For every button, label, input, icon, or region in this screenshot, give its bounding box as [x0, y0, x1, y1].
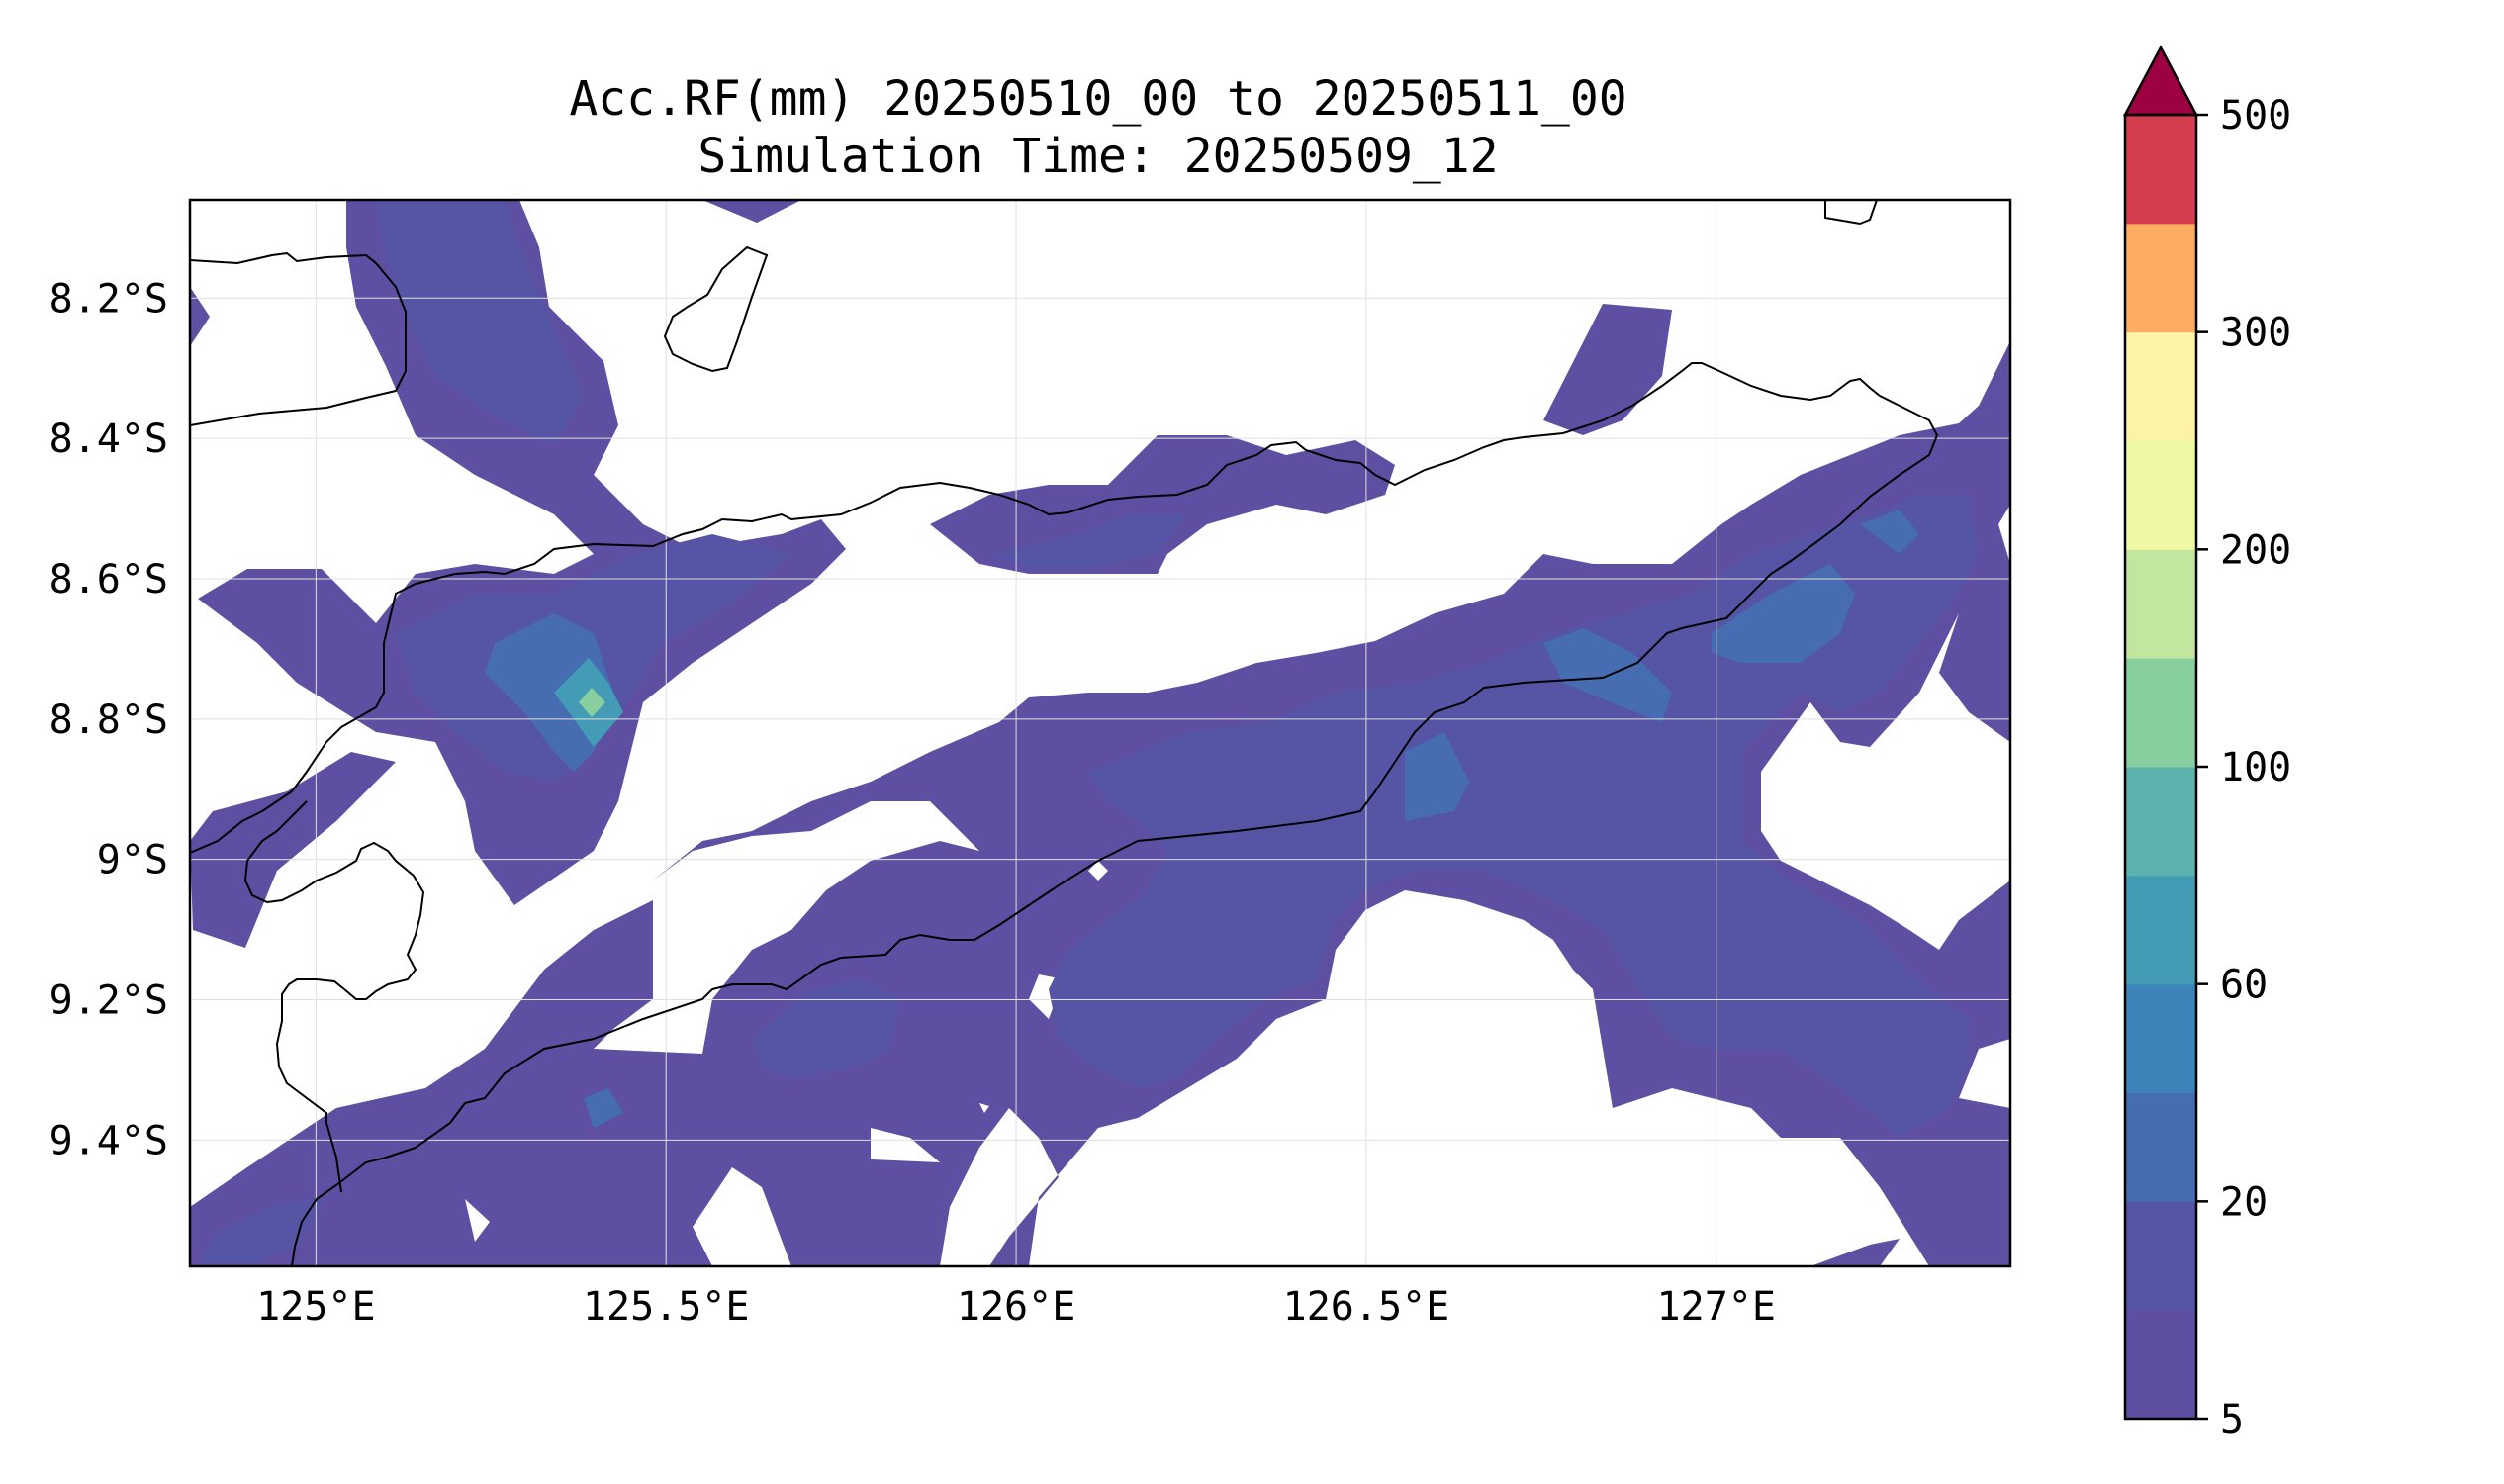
colorbar-tick-label: 100	[2220, 745, 2291, 790]
y-tick-label: 8.6°S	[49, 557, 168, 603]
y-tick-label: 9.2°S	[49, 978, 168, 1024]
rain-area	[198, 1197, 326, 1266]
colorbar: 5 20 60 100 200 300 500	[2122, 45, 2291, 1442]
colorbar-segment	[2125, 1310, 2196, 1420]
rain-area	[190, 341, 2010, 1266]
x-tick-label: 126.5°E	[1283, 1284, 1450, 1330]
figure-title-line-1: Acc.RF(mm) 20250510_00 to 20250511_00	[569, 71, 1627, 127]
map-frame	[188, 198, 2012, 1268]
gap	[465, 1199, 490, 1242]
colorbar-segment	[2125, 115, 2196, 225]
y-tick-label: 8.8°S	[49, 697, 168, 743]
x-tick-label: 126°E	[957, 1284, 1075, 1330]
colorbar-extend-arrow	[2122, 45, 2199, 117]
x-tick-label: 125.5°E	[583, 1284, 750, 1330]
colorbar-segment	[2125, 440, 2196, 550]
gridlines	[190, 200, 2010, 1266]
colorbar-segment	[2125, 1201, 2196, 1311]
colorbar-segment	[2125, 658, 2196, 768]
coastline-segment	[1824, 200, 1878, 226]
rain-area	[930, 435, 1395, 574]
map-panel	[188, 198, 2012, 1268]
colorbar-tick-label: 20	[2220, 1179, 2268, 1225]
colorbar-segment	[2125, 549, 2196, 659]
x-axis-ticks: 125°E 125.5°E 126°E 126.5°E 127°E	[256, 1284, 1776, 1330]
coastline-segment	[243, 800, 425, 1193]
x-tick-label: 125°E	[256, 1284, 375, 1330]
colorbar-segment	[2125, 1092, 2196, 1202]
y-tick-label: 8.4°S	[49, 417, 168, 462]
y-tick-label: 9.4°S	[49, 1118, 168, 1163]
rain-area	[1712, 564, 1855, 663]
colorbar-tick-label: 5	[2220, 1397, 2244, 1442]
colorbar-segment	[2125, 223, 2196, 333]
rain-area	[1860, 510, 1919, 554]
rain-area	[190, 752, 396, 948]
rain-area	[376, 200, 584, 445]
rainfall-contours	[190, 200, 2010, 1266]
rain-area	[1405, 732, 1469, 821]
rain-area	[190, 287, 210, 346]
y-tick-label: 8.2°S	[49, 276, 168, 322]
rain-area	[1810, 1239, 1900, 1266]
colorbar-segment	[2125, 767, 2196, 877]
rain-area	[702, 200, 801, 223]
rain-area	[752, 979, 900, 1078]
colorbar-tick-label: 60	[2220, 963, 2268, 1008]
gap	[1088, 861, 1108, 881]
colorbar-tick-label: 200	[2220, 527, 2291, 573]
x-tick-label: 127°E	[1657, 1284, 1776, 1330]
rain-area	[579, 688, 605, 717]
coastline-segment	[663, 245, 769, 373]
colorbar-segment	[2125, 983, 2196, 1093]
rain-area	[1543, 304, 1672, 435]
colorbar-tick-label: 500	[2220, 93, 2291, 139]
colorbar-segment	[2125, 331, 2196, 441]
y-axis-ticks: 8.2°S 8.4°S 8.6°S 8.8°S 9°S 9.2°S 9.4°S	[49, 276, 168, 1163]
rain-area	[989, 514, 1187, 569]
figure-title-line-2: Simulation Time: 20250509_12	[697, 129, 1499, 184]
colorbar-segment	[2125, 875, 2196, 985]
rain-area	[485, 613, 613, 772]
gap	[871, 1128, 940, 1162]
gap	[979, 1103, 989, 1113]
rain-area	[584, 1088, 623, 1128]
rainfall-band-20-30	[485, 510, 1919, 1128]
coastline-segment	[190, 362, 1939, 1266]
coastline-segment	[190, 251, 407, 426]
colorbar-tick-label: 300	[2220, 311, 2291, 356]
rainfall-band-80-100	[579, 688, 605, 717]
coastlines	[190, 200, 1939, 1266]
y-tick-label: 9°S	[97, 838, 168, 883]
